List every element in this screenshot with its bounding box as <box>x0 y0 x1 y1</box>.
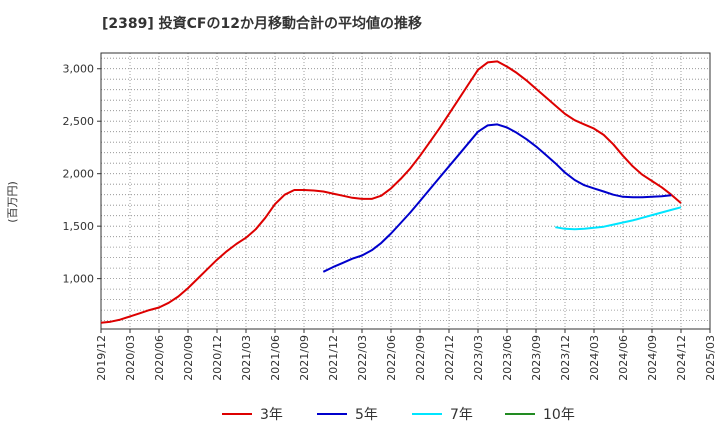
y-tick-label: 1,500 <box>63 220 95 233</box>
series-line-3年 <box>100 60 682 324</box>
x-tick-label: 2022/06 <box>385 335 398 381</box>
x-tick-label: 2022/12 <box>443 335 456 381</box>
series-line-7年 <box>555 206 682 231</box>
legend-label: 10年 <box>543 407 575 423</box>
x-tick-label: 2023/06 <box>501 335 514 381</box>
y-axis-label: (百万円) <box>6 181 19 223</box>
x-tick-label: 2024/09 <box>646 335 659 381</box>
x-tick-label: 2020/06 <box>153 335 166 381</box>
x-tick-label: 2024/06 <box>617 335 630 381</box>
x-tick-label: 2021/12 <box>327 335 340 381</box>
x-tick-label: 2020/09 <box>182 335 195 381</box>
grid-layer <box>100 53 711 329</box>
plot-area-border <box>100 52 711 330</box>
y-tick-label: 2,500 <box>63 115 95 128</box>
legend-label: 3年 <box>260 407 283 423</box>
x-tick-label: 2023/09 <box>530 335 543 381</box>
x-tick-label: 2025/03 <box>704 335 717 381</box>
series-line-5年 <box>322 123 672 273</box>
x-axis-ticks: 2019/12 2020/03 2020/06 2020/09 2020/12 2021/… <box>95 329 717 381</box>
y-tick-label: 2,000 <box>63 168 95 181</box>
x-tick-label: 2021/03 <box>240 335 253 381</box>
x-tick-label: 2024/12 <box>675 335 688 381</box>
y-tick-label: 1,000 <box>63 273 95 286</box>
x-tick-label: 2021/09 <box>298 335 311 381</box>
x-tick-label: 2019/12 <box>95 335 108 381</box>
x-tick-label: 2022/09 <box>414 335 427 381</box>
x-tick-label: 2020/12 <box>211 335 224 381</box>
y-tick-label: 3,000 <box>63 63 95 76</box>
series-layer <box>100 60 682 324</box>
x-tick-label: 2023/12 <box>559 335 572 381</box>
y-axis-ticks: 1,000 1,500 2,000 2,500 3,000 <box>63 63 101 286</box>
x-tick-label: 2021/06 <box>269 335 282 381</box>
x-tick-label: 2020/03 <box>124 335 137 381</box>
x-tick-label: 2022/03 <box>356 335 369 381</box>
legend-label: 7年 <box>450 407 473 423</box>
legend-label: 5年 <box>355 407 378 423</box>
chart-title: [2389] 投資CFの12か月移動合計の平均値の推移 <box>102 16 422 32</box>
x-tick-label: 2024/03 <box>588 335 601 381</box>
x-tick-label: 2023/03 <box>472 335 485 381</box>
legend: 3年 5年 7年 10年 <box>222 407 575 423</box>
